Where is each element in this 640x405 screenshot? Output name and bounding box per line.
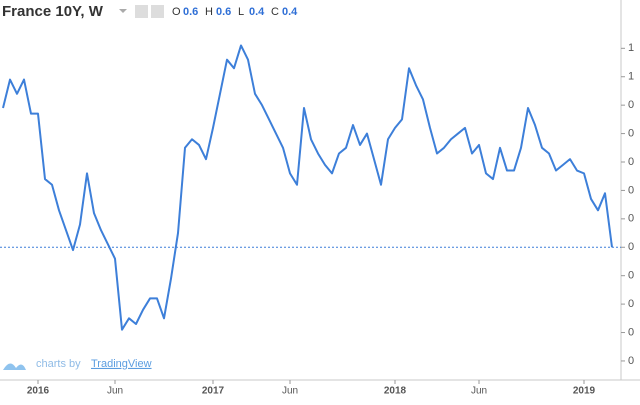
y-tick-label: 1 — [628, 42, 634, 54]
y-tick-label: 0 — [628, 298, 634, 310]
y-tick-label: 0 — [628, 213, 634, 225]
ohlc-value: 0.4 — [282, 6, 298, 18]
chart-title: France 10Y, W — [2, 3, 104, 20]
ohlc-label: L — [238, 6, 244, 18]
x-tick-label: Jun — [471, 386, 487, 397]
y-tick-label: 0 — [628, 326, 634, 338]
x-tick-label: 2019 — [573, 386, 596, 397]
y-tick-label: 0 — [628, 99, 634, 111]
y-tick-label: 0 — [628, 270, 634, 282]
y-tick-label: 1 — [628, 71, 634, 83]
x-tick-label: 2017 — [202, 386, 225, 397]
y-tick-label: 0 — [628, 156, 634, 168]
compare-icon[interactable] — [151, 5, 164, 18]
x-tick-label: 2016 — [27, 386, 50, 397]
ohlc-value: 0.4 — [249, 6, 265, 18]
ohlc-label: O — [172, 6, 181, 18]
ohlc-legend: O 0.6 H 0.6 L 0.4 C 0.4 — [172, 6, 298, 18]
y-tick-label: 0 — [628, 184, 634, 196]
watermark-brand[interactable]: TradingView — [91, 358, 152, 370]
ohlc-value: 0.6 — [216, 6, 231, 18]
watermark[interactable]: charts by TradingView — [3, 358, 152, 370]
dropdown-icon[interactable] — [119, 9, 127, 13]
x-tick-label: Jun — [107, 386, 123, 397]
y-tick-label: 0 — [628, 241, 634, 253]
ohlc-label: C — [271, 6, 279, 18]
line-series — [2, 44, 613, 331]
x-tick-label: Jun — [282, 386, 298, 397]
settings-icon[interactable] — [135, 5, 148, 18]
ohlc-value: 0.6 — [183, 6, 198, 18]
logo — [3, 363, 26, 370]
y-tick-label: 0 — [628, 355, 634, 367]
ohlc-label: H — [205, 6, 213, 18]
watermark-prefix: charts by — [36, 358, 81, 370]
y-tick-label: 0 — [628, 127, 634, 139]
x-tick-label: 2018 — [384, 386, 407, 397]
